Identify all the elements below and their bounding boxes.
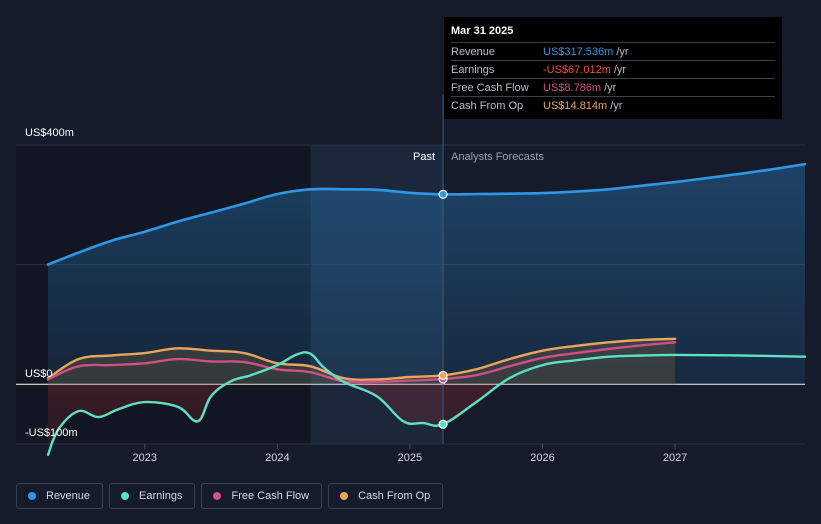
tooltip-value: US$8.786m [543,81,602,94]
y-label-zero: US$0 [25,368,53,380]
x-tick-label: 2026 [530,452,554,464]
legend-dot-icon [213,492,222,500]
tooltip-value: US$14.814m [543,99,608,112]
x-tick-label: 2025 [398,452,422,464]
legend-item-earnings[interactable]: Earnings [109,483,196,509]
earnings-negative-area [48,384,501,445]
legend-label: Cash From Op [358,490,431,502]
tooltip-date: Mar 31 2025 [451,25,514,37]
tooltip-unit: /yr [616,45,629,58]
tooltip-row-earnings: Earnings -US$67.012m /yr [451,60,775,78]
x-tick-label: 2027 [663,452,687,464]
section-label-forecast: Analysts Forecasts [451,151,544,163]
earnings-marker [438,419,448,429]
y-label-top: US$400m [25,127,74,139]
tooltip-value: -US$67.012m [543,63,611,76]
revenue-line [46,162,807,266]
tooltip-markers [438,189,448,429]
tooltip-value: US$317.536m [543,45,614,58]
tooltip-row-cash-from-op: Cash From Op US$14.814m /yr [451,96,775,114]
cfo-marker [438,370,448,380]
tooltip-row-free-cash-flow: Free Cash Flow US$8.786m /yr [451,78,775,96]
fcf-line [46,341,677,384]
x-axis-ticks: 2023 2024 2025 2026 2027 [133,444,687,464]
legend-label: Earnings [139,490,183,502]
legend-dot-icon [121,492,130,500]
tooltip-unit: /yr [604,81,617,94]
tooltip-label: Free Cash Flow [451,81,529,94]
tooltip-row-revenue: Revenue US$317.536m /yr [451,42,775,60]
revenue-marker [438,189,448,199]
tooltip-label: Cash From Op [451,99,524,112]
x-tick-label: 2023 [133,452,157,464]
legend-dot-icon [340,492,349,500]
series-lines [46,162,807,456]
legend-item-revenue[interactable]: Revenue [16,483,104,509]
legend-item-free-cash-flow[interactable]: Free Cash Flow [201,483,323,509]
tooltip-label: Earnings [451,63,495,76]
section-label-past: Past [413,151,435,163]
legend-item-cash-from-op[interactable]: Cash From Op [328,483,444,509]
tooltip-label: Revenue [451,45,496,58]
legend-label: Free Cash Flow [231,490,310,502]
earnings-line [46,351,807,456]
y-label-bottom: -US$100m [25,427,78,439]
revenue-area [48,164,805,385]
legend-label: Revenue [46,490,91,502]
tooltip-unit: /yr [610,99,623,112]
legend-dot-icon [28,492,36,500]
chart-tooltip: Mar 31 2025 Revenue US$317.536m /yr Earn… [444,17,782,119]
cfo-line [46,337,677,381]
tooltip-unit: /yr [613,63,627,76]
chart-legend: Revenue Earnings Free Cash Flow Cash Fro… [16,483,444,509]
x-tick-label: 2024 [265,452,289,464]
